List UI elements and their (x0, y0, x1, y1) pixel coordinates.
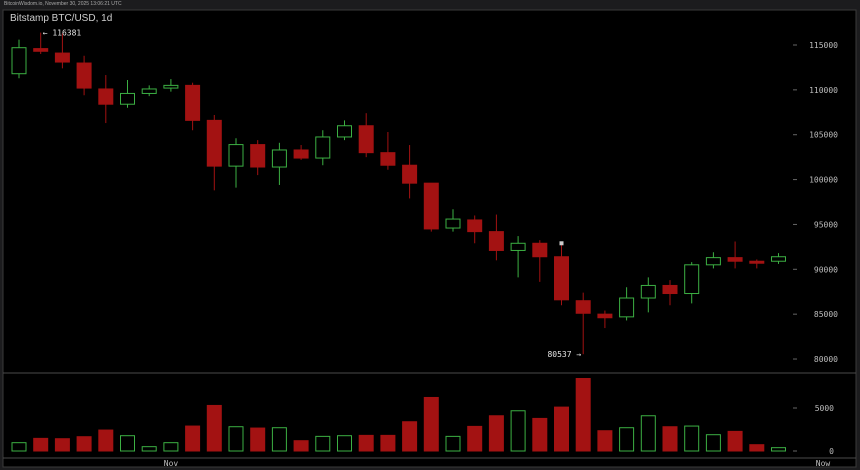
candle-up (640, 284, 656, 299)
header-bar: BitcoinWisdom.io, November 30, 2025 13:0… (0, 0, 860, 9)
candle-down (76, 62, 92, 89)
high-annotation: ← 116381 (43, 29, 82, 38)
volume-bar (597, 430, 613, 452)
candle-down (402, 164, 418, 184)
candle-up (228, 144, 244, 167)
marker-icon (559, 241, 564, 246)
x-tick-label: Now (816, 459, 831, 468)
chart-title: Bitstamp BTC/USD, 1d (10, 13, 112, 24)
candle-down (597, 313, 613, 319)
price-tick-label: 90000 (814, 265, 838, 274)
volume-bar (445, 435, 461, 452)
candle-up (771, 256, 786, 262)
volume-tick-label: 5000 (815, 404, 834, 413)
volume-bar (98, 429, 114, 452)
volume-bar (250, 427, 266, 452)
candle-down (98, 88, 114, 105)
candle-down (423, 182, 439, 230)
candle-down (467, 219, 483, 233)
candle-up (163, 84, 179, 89)
candle-down (488, 231, 504, 251)
volume-bar (358, 434, 374, 452)
volume-bar (554, 406, 569, 452)
candle-up (315, 136, 331, 159)
price-tick-label: 95000 (814, 220, 838, 229)
volume-bar (467, 425, 483, 452)
volume-bar (727, 430, 743, 452)
volume-bar (11, 442, 27, 452)
volume-bar (337, 435, 352, 452)
candle-up (684, 264, 700, 295)
candle-down (54, 52, 70, 63)
candle-up (619, 297, 635, 318)
candle-down (293, 149, 309, 159)
volume-bar (228, 426, 244, 452)
volume-bar (120, 435, 135, 452)
volume-bar (293, 440, 309, 452)
candle-up (271, 149, 287, 168)
volume-bar (705, 434, 721, 452)
candle-up (337, 125, 352, 138)
candle-down (532, 242, 548, 258)
x-tick-label: Nov (164, 459, 179, 468)
price-tick-label: 105000 (809, 131, 838, 140)
volume-bar (206, 404, 222, 452)
price-tick-label: 100000 (809, 176, 838, 185)
plot-background (2, 9, 857, 468)
volume-bar (271, 427, 287, 452)
volume-bar (185, 425, 201, 452)
volume-bar (33, 437, 49, 452)
price-tick-label: 115000 (809, 41, 838, 50)
volume-bar (76, 436, 92, 452)
candle-up (705, 257, 721, 266)
price-tick-label: 110000 (809, 86, 838, 95)
candle-down (727, 257, 743, 262)
volume-bar (619, 427, 635, 452)
candle-down (749, 260, 765, 264)
candle-up (141, 88, 157, 94)
candle-down (206, 119, 222, 167)
volume-bar (684, 425, 700, 452)
volume-bar (380, 434, 396, 452)
low-annotation: 80537 → (547, 350, 581, 359)
candle-up (445, 218, 461, 229)
candle-down (380, 152, 396, 166)
price-tick-label: 85000 (814, 310, 838, 319)
volume-bar (402, 421, 418, 452)
volume-bar (640, 415, 656, 452)
candle-down (33, 48, 49, 52)
volume-bar (575, 378, 591, 452)
candle-down (185, 84, 201, 121)
volume-bar (423, 396, 439, 452)
volume-bar (532, 417, 548, 452)
volume-bar (163, 442, 179, 452)
volume-bar (315, 435, 331, 452)
candle-down (575, 300, 591, 314)
volume-bar (662, 426, 678, 452)
candle-up (510, 242, 526, 251)
volume-bar (510, 410, 526, 452)
price-tick-label: 80000 (814, 355, 838, 364)
candle-up (11, 47, 27, 75)
candle-down (250, 144, 266, 168)
volume-bar (771, 447, 786, 452)
candle-up (120, 92, 135, 105)
volume-bar (141, 446, 157, 452)
candle-down (554, 256, 569, 301)
candle-down (662, 284, 678, 295)
volume-tick-label: 0 (829, 447, 834, 456)
candle-down (358, 125, 374, 154)
volume-bar (54, 438, 70, 452)
volume-bar (488, 415, 504, 452)
volume-bar (749, 444, 765, 452)
